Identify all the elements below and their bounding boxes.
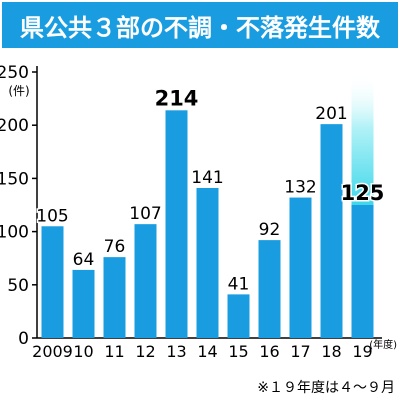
category-label: 11	[104, 342, 124, 361]
chart-title-bar: 県公共３部の不調・不落発生件数	[2, 2, 398, 48]
y-tick-label: 200	[0, 116, 29, 136]
category-label: 17	[290, 342, 310, 361]
y-tick-label: 50	[7, 276, 29, 296]
category-label: 19	[352, 342, 372, 361]
category-label: 18	[321, 342, 341, 361]
category-label: 16	[259, 342, 279, 361]
value-label: 201	[315, 104, 347, 124]
bar-10	[72, 269, 95, 338]
category-label: 12	[135, 342, 155, 361]
bar-13	[165, 110, 188, 338]
y-tick-label: 250	[0, 63, 29, 83]
y-tick-label: 150	[0, 169, 29, 189]
value-label: 214	[155, 86, 199, 110]
value-label: 107	[129, 204, 161, 224]
chart-title: 県公共３部の不調・不落発生件数	[20, 13, 380, 42]
bar-17	[289, 197, 312, 338]
bar-12	[134, 224, 157, 338]
bars	[41, 74, 374, 338]
value-label: 125	[341, 181, 385, 205]
value-label: 132	[284, 178, 316, 198]
bar-19	[351, 205, 374, 338]
category-label: 15	[228, 342, 248, 361]
value-label: 41	[228, 274, 250, 294]
y-axis-unit-label: (件)	[8, 84, 29, 98]
y-tick-label: 0	[18, 329, 29, 349]
axes: 0 50 100 150 200 250(件)	[0, 63, 382, 349]
value-label: 105	[36, 206, 68, 226]
bar-18	[320, 124, 343, 338]
value-label: 92	[259, 220, 281, 240]
footnote: ※１９年度は４～９月	[257, 380, 395, 396]
y-tick-label: 100	[0, 223, 29, 243]
bar-2009	[41, 226, 64, 338]
category-label: 10	[73, 342, 93, 361]
bar-11	[103, 257, 126, 338]
value-label: 76	[104, 237, 126, 257]
x-axis-unit-label: (年度)	[369, 338, 397, 351]
partial-year-highlight	[351, 74, 374, 205]
value-label: 64	[73, 250, 95, 270]
bar-14	[196, 187, 219, 338]
bar-15	[227, 294, 250, 338]
category-label: 2009	[32, 342, 73, 361]
category-label: 14	[197, 342, 217, 361]
value-label: 141	[191, 168, 223, 188]
category-label: 13	[166, 342, 186, 361]
bar-16	[258, 240, 281, 338]
